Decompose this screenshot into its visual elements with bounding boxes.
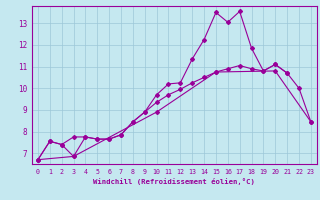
X-axis label: Windchill (Refroidissement éolien,°C): Windchill (Refroidissement éolien,°C) — [93, 178, 255, 185]
